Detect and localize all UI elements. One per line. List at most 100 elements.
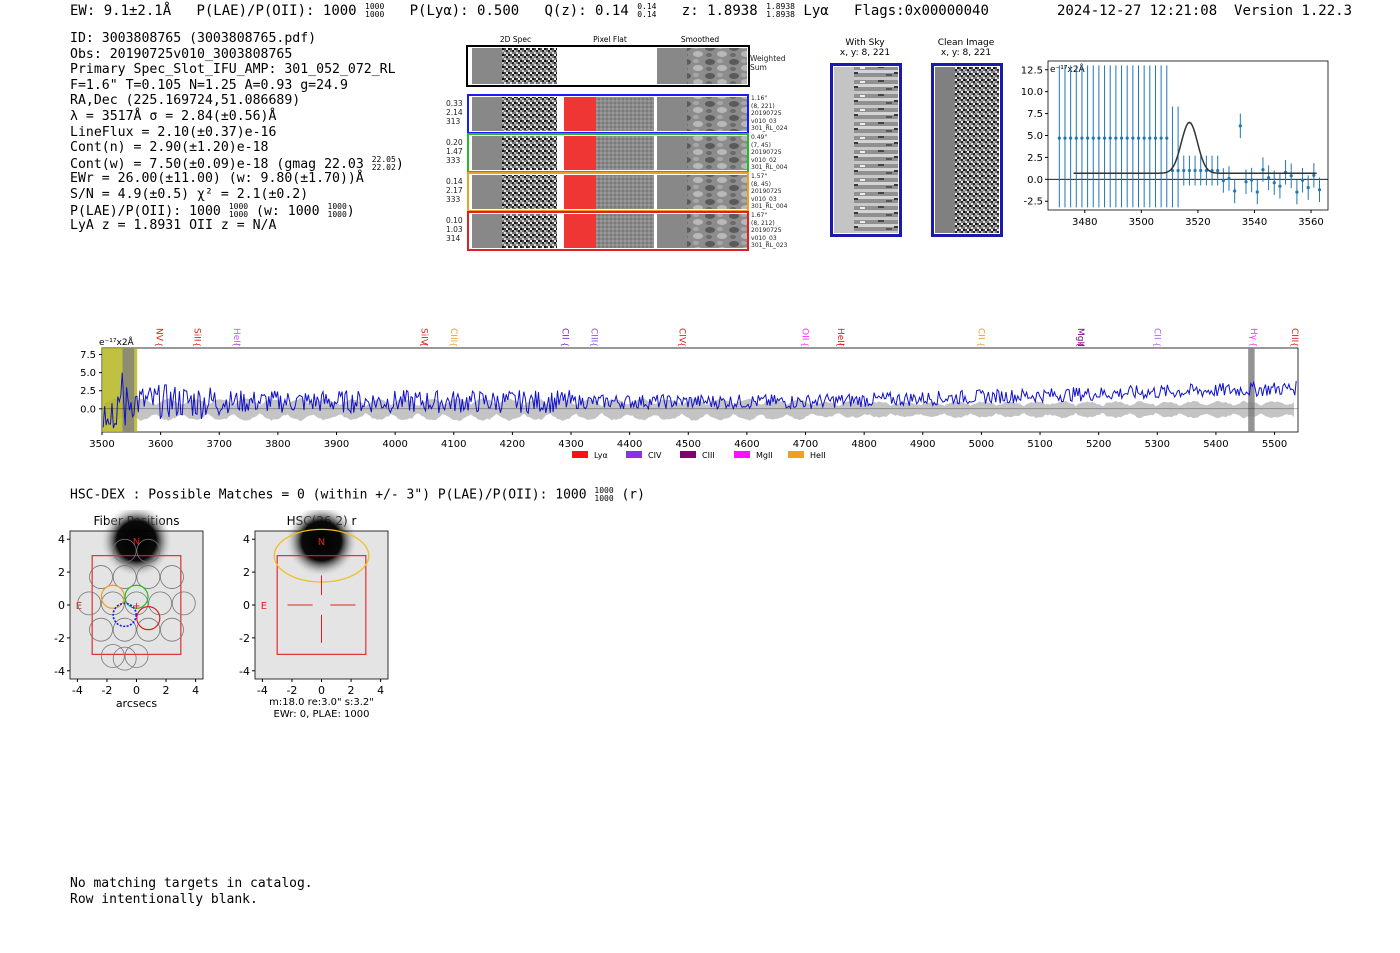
panel-ytick-label: 2 bbox=[243, 566, 250, 579]
header-plae-frac: 1000 1000 bbox=[365, 2, 385, 19]
info-plae: P(LAE)/P(OII): 1000 1000 1000 (w: 1000 10… bbox=[70, 201, 355, 219]
header-z-line: Lyα bbox=[803, 3, 829, 19]
zoom-data-point bbox=[1125, 136, 1129, 140]
cutout-row-2d-spec bbox=[502, 97, 557, 131]
full-xtick-label: 3700 bbox=[207, 439, 232, 450]
hsc-stats: m:18.0 re:3.0" s:3.2" bbox=[269, 697, 374, 708]
panel-xtick-label: -2 bbox=[101, 684, 112, 697]
full-gray-mask-2 bbox=[1248, 348, 1255, 432]
zoom-xtick-label: 3520 bbox=[1185, 217, 1210, 228]
cutout-row-smoothed bbox=[687, 175, 747, 209]
hsc-ew-plae: EWr: 0, PLAE: 1000 bbox=[274, 709, 370, 720]
cutout-row-left-stats: 0.33 2.14 313 bbox=[446, 99, 463, 126]
full-xtick-label: 5000 bbox=[969, 439, 994, 450]
north-label: N bbox=[318, 537, 325, 548]
header-flags: Flags:0x00000040 bbox=[854, 3, 989, 19]
full-ytick-label: 7.5 bbox=[80, 350, 96, 361]
full-xtick-label: 4300 bbox=[558, 439, 583, 450]
zoom-data-point bbox=[1306, 186, 1310, 190]
full-line-bracket: { bbox=[836, 342, 845, 347]
cutout-row-2d-flat bbox=[472, 97, 502, 131]
full-line-label: NV bbox=[154, 328, 164, 342]
panel-ytick-label: 2 bbox=[58, 566, 65, 579]
zoom-data-point bbox=[1063, 136, 1067, 140]
zoom-ytick-label: -2.5 bbox=[1023, 197, 1043, 208]
fiber-circle bbox=[136, 565, 161, 589]
zoom-data-point bbox=[1244, 180, 1248, 184]
full-line-bracket: { bbox=[1152, 342, 1161, 347]
zoom-spectrum-chart: 12.5 10.0 7.5 5.0 2.5 0.0 -2.5 3480 3500 3520 3540… bbox=[1021, 60, 1329, 228]
zoom-data-point bbox=[1108, 136, 1112, 140]
zoom-ytick-label: 2.5 bbox=[1027, 153, 1043, 164]
catalog-note-line2: Row intentionally blank. bbox=[70, 891, 258, 907]
east-label: E bbox=[76, 601, 82, 612]
zoom-data-point bbox=[1267, 176, 1271, 180]
full-xtick-label: 4900 bbox=[910, 439, 935, 450]
cutout-row-2d-flat bbox=[472, 214, 502, 248]
info-id: ID: 3003808765 (3003808765.pdf) bbox=[70, 31, 317, 46]
cutout-row-pixel-flat bbox=[596, 136, 654, 170]
full-line-label: CIII bbox=[589, 328, 599, 342]
full-line-label: OII bbox=[800, 328, 810, 340]
full-line-bracket: { bbox=[449, 342, 458, 347]
header-right: 2024-12-27 12:21:08 Version 1.22.3 bbox=[1057, 3, 1352, 19]
zoom-data-point bbox=[1148, 136, 1152, 140]
full-line-bracket: { bbox=[1249, 342, 1258, 347]
fiber-circle bbox=[160, 617, 184, 642]
fiber-circle bbox=[112, 646, 137, 671]
full-line-bracket: { bbox=[590, 342, 599, 347]
full-line-bracket: { bbox=[977, 342, 986, 347]
zoom-data-point bbox=[1176, 168, 1180, 173]
fiber-circle-blue bbox=[112, 602, 137, 628]
zoom-data-point bbox=[1289, 174, 1293, 178]
panel-xtick-label: 0 bbox=[318, 684, 325, 697]
zoom-data-point bbox=[1114, 136, 1118, 140]
fiber-circle bbox=[77, 591, 102, 616]
full-line-label: CIII bbox=[1289, 328, 1299, 342]
zoom-ytick-label: 5.0 bbox=[1027, 131, 1043, 142]
panel-ytick-label: 4 bbox=[58, 533, 65, 546]
full-xtick-label: 5500 bbox=[1262, 439, 1287, 450]
panel-ytick-label: -2 bbox=[239, 632, 250, 645]
full-line-label: HeII bbox=[835, 328, 845, 346]
header-qz-frac: 0.14 0.14 bbox=[637, 2, 657, 19]
clean-image-title: Clean Image x, y: 8, 221 bbox=[937, 38, 995, 58]
full-xtick-label: 4200 bbox=[500, 439, 525, 450]
cutout-row-2d-spec bbox=[502, 136, 557, 170]
cutout-row-pixel-flat-mask bbox=[564, 136, 596, 170]
cutout-row-fiber-info: 1.57" (8, 45) 20190725 v010_03 301_RL_004 bbox=[751, 173, 788, 211]
col-2d-label: 2D Spec bbox=[499, 35, 532, 44]
panel-xtick-label: 2 bbox=[163, 684, 170, 697]
fiber-circle bbox=[112, 617, 137, 642]
zoom-data-point bbox=[1182, 168, 1186, 173]
full-xtick-label: 3900 bbox=[324, 439, 349, 450]
panel-xlabel: arcsecs bbox=[116, 697, 158, 710]
full-legend-swatch bbox=[572, 451, 588, 458]
zoom-data-point bbox=[1250, 178, 1254, 182]
header-bar: EW: 9.1±2.1Å P(LAE)/P(OII): 1000 1000 100… bbox=[70, 2, 989, 20]
panel-ytick-label: -4 bbox=[239, 665, 250, 678]
full-unit-label: e⁻¹⁷x2Å bbox=[99, 336, 135, 348]
zoom-data-point bbox=[1074, 136, 1078, 140]
cutout-strips bbox=[466, 45, 750, 251]
full-line-label: CIII bbox=[448, 328, 458, 342]
cutout-row-2d-flat bbox=[472, 175, 502, 209]
cutout-row-pixel-flat bbox=[596, 175, 654, 209]
cutout-row-left-stats: 0.10 1.03 314 bbox=[446, 216, 463, 243]
info-sn: S/N = 4.9(±0.5) χ² = 2.1(±0.2) bbox=[70, 186, 309, 202]
zoom-data-point bbox=[1069, 136, 1073, 140]
zoom-data-point bbox=[1227, 176, 1231, 181]
full-legend-swatch bbox=[680, 451, 696, 458]
zoom-ytick-label: 10.0 bbox=[1021, 87, 1043, 98]
zoom-data-point bbox=[1085, 136, 1090, 140]
fiber-circle bbox=[136, 617, 161, 642]
full-line-bracket: { bbox=[155, 342, 164, 347]
full-line-bracket: { bbox=[232, 342, 241, 347]
full-line-label: Hγ bbox=[1248, 328, 1258, 341]
fiber-circle-red bbox=[136, 606, 161, 631]
full-ytick-label: 5.0 bbox=[80, 368, 96, 379]
zoom-data-point bbox=[1216, 168, 1220, 173]
search-box bbox=[91, 555, 182, 655]
full-plot-area bbox=[101, 347, 1299, 433]
